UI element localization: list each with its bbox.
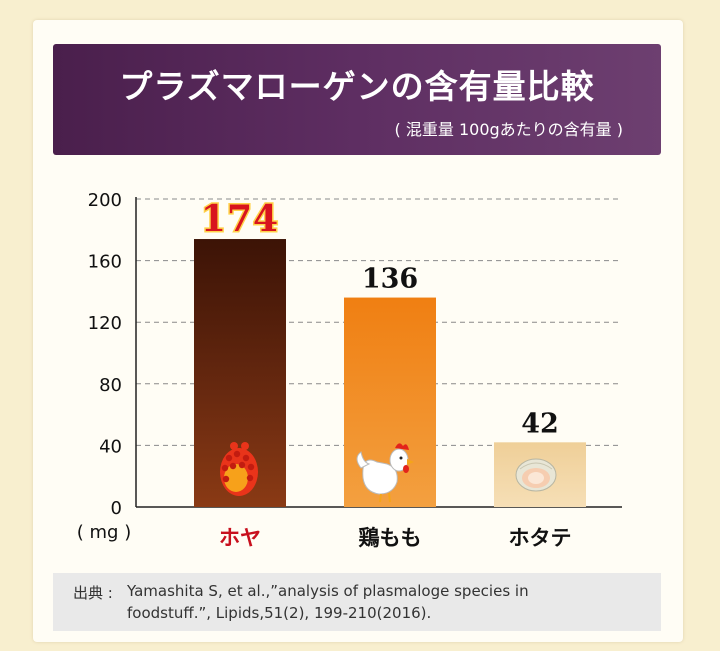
y-tick-label: 0: [111, 498, 122, 519]
y-tick-label: 120: [88, 313, 122, 334]
value-label: 136: [362, 264, 418, 295]
category-label: ホヤ: [219, 526, 261, 550]
bar-icons: [220, 442, 557, 503]
y-unit-label: ( mg ): [77, 522, 131, 543]
source-box: 出典 : Yamashita S, et al.,”analysis of pl…: [53, 573, 661, 631]
chicken-icon: [356, 443, 414, 503]
category-label: 鶏もも: [359, 526, 422, 550]
source-citation-line2: foodstuff.”, Lipids,51(2), 199-210(2016)…: [127, 604, 432, 622]
chart-subtitle: ( 混重量 100gあたりの含有量 ): [394, 120, 623, 139]
y-tick-label: 40: [99, 436, 122, 457]
title-banner: プラズマローゲンの含有量比較 ( 混重量 100gあたりの含有量 ): [53, 44, 661, 155]
y-tick-label: 160: [88, 252, 122, 273]
labels: 0 40 80 120 160 200 ( mg ) 174 ホヤ 136 鶏もも 42 ホタテ: [77, 190, 572, 550]
source-label: 出典 :: [73, 584, 113, 602]
y-tick-label: 200: [88, 190, 122, 211]
y-tick-label: 80: [99, 375, 122, 396]
bars: [194, 239, 586, 508]
category-label: ホタテ: [509, 526, 572, 550]
source-citation-line1: Yamashita S, et al.,”analysis of plasmal…: [127, 582, 529, 600]
value-label: 42: [521, 408, 559, 439]
chart-title: プラズマローゲンの含有量比較: [119, 67, 595, 106]
value-label: 174: [201, 198, 279, 240]
scallop-icon: [515, 458, 557, 492]
sea-squirt-icon: [220, 442, 258, 496]
